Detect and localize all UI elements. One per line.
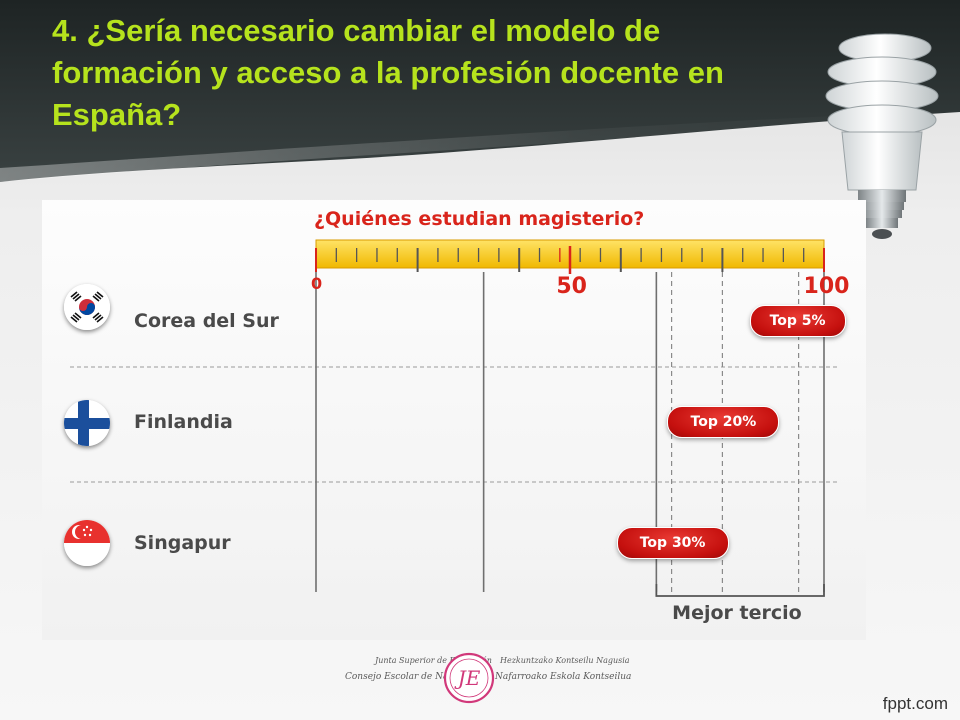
logo-right-line2: Nafarroako Eskola Kontseilua [495,672,632,682]
chart-canvas [70,239,838,597]
finland-flag-icon [64,400,110,446]
tick-label-0: 0 [311,274,323,293]
bracket-line [655,584,825,597]
slide-title: 4. ¿Sería necesario cambiar el modelo de… [52,13,724,132]
light-bulb-icon [825,33,939,239]
south-korea-flag-icon [64,284,110,330]
tick-label-100: 100 [803,274,850,299]
ruler-ticks [315,246,825,274]
watermark: fppt.com [882,694,948,713]
country-label-singapur: Singapur [134,532,231,554]
monogram-text: JE [454,666,481,690]
value-pill-corea-del-sur: Top 5% [749,305,846,337]
slide-header: 4. ¿Sería necesario cambiar el modelo de… [0,0,960,239]
tick-label-50: 50 [556,274,587,299]
logo-left-line1: Junta Superior de Educación [375,656,492,665]
bracket-label: Mejor tercio [672,602,802,624]
monogram-seal-icon: JE [443,652,495,704]
chart-panel: ¿Quiénes estudian magisterio? 0 50 100 [42,200,866,640]
value-pill-finlandia: Top 20% [667,406,780,438]
chart-title: ¿Quiénes estudian magisterio? [314,208,645,230]
value-pill-singapur: Top 30% [616,527,729,559]
country-label-finlandia: Finlandia [134,411,233,433]
header-background [0,0,960,182]
row-separators [70,366,838,483]
country-label-corea-del-sur: Corea del Sur [134,310,279,332]
logo-right-line1: Hezkuntzako Kontseilu Nagusia [500,656,630,665]
footer-logo: Junta Superior de Educación Consejo Esco… [345,652,631,712]
mejor-tercio-bracket [655,584,825,597]
singapore-flag-icon [64,520,110,566]
logo-left-line2: Consejo Escolar de Navarra [345,672,473,682]
